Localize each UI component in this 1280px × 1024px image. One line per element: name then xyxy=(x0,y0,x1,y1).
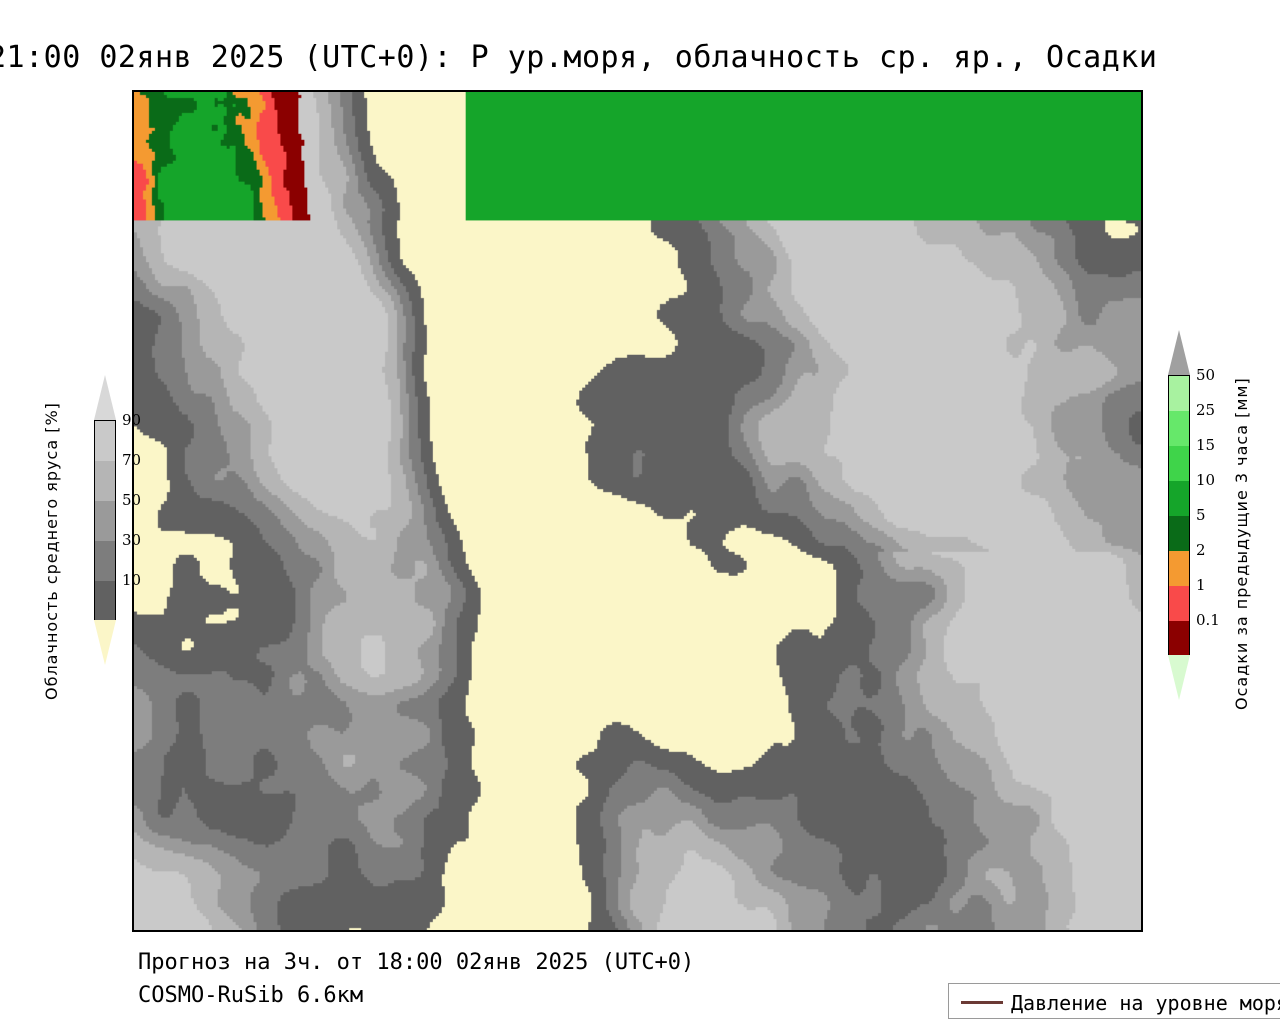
precip-colorbar: Осадки за предыдущие 3 часа [мм] 50 25 15 1… xyxy=(1160,330,1280,710)
colorbar-tick-label: 25 xyxy=(1196,401,1216,419)
colorbar-segment xyxy=(1169,446,1189,481)
colorbar-segment xyxy=(1169,481,1189,516)
colorbar-tick-label: 50 xyxy=(1196,366,1216,384)
colorbar-segment xyxy=(1169,376,1189,411)
pressure-legend-label: Давление на уровне моря xyxy=(1011,991,1280,1015)
colorbar-segment xyxy=(95,541,115,581)
colorbar-tick-label: 70 xyxy=(122,451,142,469)
cloud-colorbar-bar xyxy=(94,420,116,621)
colorbar-tick-label: 10 xyxy=(1196,471,1216,489)
cloud-colorbar-bottom-arrow xyxy=(94,620,116,665)
colorbar-segment xyxy=(95,461,115,501)
colorbar-segment xyxy=(1169,586,1189,621)
colorbar-segment xyxy=(1169,516,1189,551)
colorbar-segment xyxy=(95,501,115,541)
colorbar-tick-label: 50 xyxy=(122,491,142,509)
colorbar-tick-label: 10 xyxy=(122,571,142,589)
colorbar-tick-label: 1 xyxy=(1196,576,1206,594)
precip-colorbar-bottom-arrow xyxy=(1168,655,1190,700)
precip-colorbar-bar xyxy=(1168,375,1190,656)
model-info: COSMO-RuSib 6.6км xyxy=(138,983,364,1008)
precip-colorbar-top-arrow xyxy=(1168,330,1190,375)
page-title: 21:00 02янв 2025 (UTC+0): Р ур.моря, обл… xyxy=(0,40,1158,75)
weather-map[interactable] xyxy=(132,90,1143,932)
colorbar-segment xyxy=(95,421,115,461)
colorbar-tick-label: 5 xyxy=(1196,506,1206,524)
colorbar-tick-label: 30 xyxy=(122,531,142,549)
colorbar-tick-label: 0.1 xyxy=(1196,611,1220,629)
colorbar-segment xyxy=(1169,621,1189,656)
cloud-colorbar-title: Облачность среднего яруса [%] xyxy=(42,402,61,700)
colorbar-segment xyxy=(95,581,115,621)
cloud-colorbar-top-arrow xyxy=(94,375,116,420)
colorbar-tick-label: 90 xyxy=(122,411,142,429)
colorbar-tick-label: 2 xyxy=(1196,541,1206,559)
precip-colorbar-title: Осадки за предыдущие 3 часа [мм] xyxy=(1232,377,1251,710)
pressure-legend-box: Давление на уровне моря xyxy=(948,983,1280,1019)
cloud-colorbar: Облачность среднего яруса [%] 90 70 50 30 10 xyxy=(40,370,142,700)
forecast-info: Прогноз на 3ч. от 18:00 02янв 2025 (UTC+… xyxy=(138,950,695,975)
map-field-canvas xyxy=(134,92,1141,930)
colorbar-segment xyxy=(1169,551,1189,586)
colorbar-tick-label: 15 xyxy=(1196,436,1216,454)
colorbar-segment xyxy=(1169,411,1189,446)
pressure-line-sample xyxy=(961,1001,1003,1004)
